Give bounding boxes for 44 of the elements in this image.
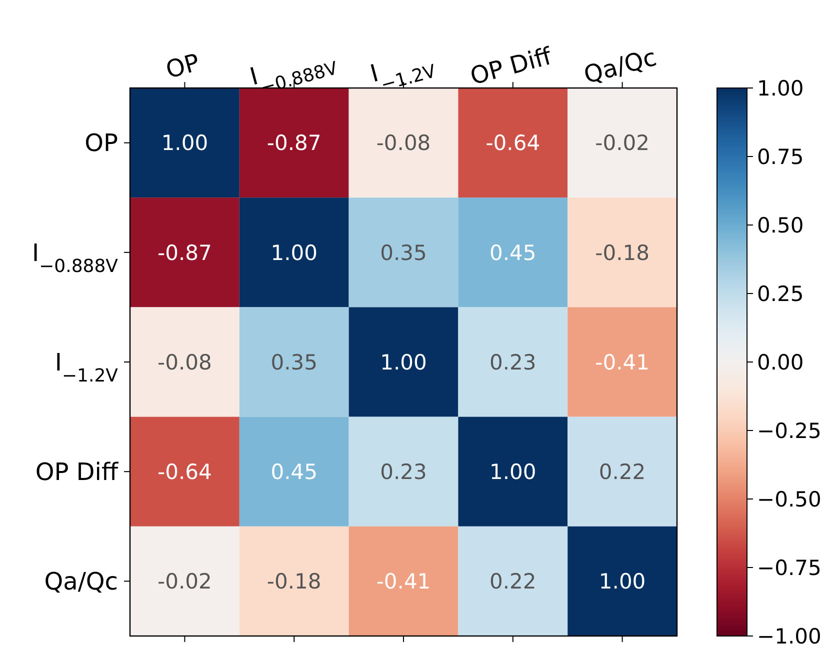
data-label: 0.23 <box>380 460 427 484</box>
y-tick-label: I$_{−1.2V}$ <box>54 348 119 386</box>
color-bar-label: −0.50 <box>757 487 822 512</box>
data-label: -0.08 <box>376 131 431 156</box>
data-label: -0.02 <box>158 570 212 594</box>
data-label: 0.45 <box>490 240 536 265</box>
y-tick-label: Qa/Qc <box>44 568 118 596</box>
data-label: 0.45 <box>270 460 318 484</box>
y-tick-label: OP Diff <box>35 458 118 486</box>
data-label: 1.00 <box>161 131 208 156</box>
data-label: -0.64 <box>486 131 540 156</box>
y-tick-label: OP <box>84 129 118 158</box>
data-label: 0.35 <box>270 350 318 374</box>
data-label: -0.41 <box>376 570 431 594</box>
x-tick-label: Qa/Qc <box>580 43 660 90</box>
data-label: 0.23 <box>490 350 536 374</box>
data-label: 0.22 <box>598 460 646 484</box>
x-tick-label: I$_{−0.888V}$ <box>246 57 340 98</box>
data-label: 0.35 <box>380 240 427 265</box>
data-label: -0.08 <box>158 350 212 374</box>
data-label: -0.64 <box>158 460 212 484</box>
color-bar-label: 1.00 <box>757 76 804 100</box>
x-tick-label: OP Diff <box>467 42 555 90</box>
data-label: -0.02 <box>595 131 650 156</box>
data-label: -0.87 <box>266 131 322 156</box>
y-tick-label: I$_{−0.888V}$ <box>32 238 119 276</box>
color-bar-label: −1.00 <box>757 624 822 647</box>
color-bar-label: −0.75 <box>757 556 822 580</box>
color-bar-label: −0.25 <box>757 418 822 443</box>
data-label: 1.00 <box>380 350 427 374</box>
data-label: -0.18 <box>266 570 322 594</box>
x-tick-label: I$_{−1.2V}$ <box>367 59 439 96</box>
data-label: -0.87 <box>158 240 212 265</box>
data-label: 1.00 <box>598 570 646 594</box>
color-bar-label: 0.25 <box>757 282 804 306</box>
x-tick-label: OP <box>162 48 202 84</box>
data-label: 1.00 <box>270 240 318 265</box>
color-bar-label: 0.75 <box>757 144 804 169</box>
data-label: 0.22 <box>490 570 536 594</box>
data-label: -0.18 <box>595 240 650 265</box>
color-bar-label: 0.00 <box>757 350 804 374</box>
data-label: 1.00 <box>490 460 536 484</box>
data-label: -0.41 <box>595 350 650 374</box>
color-bar-label: 0.50 <box>757 213 804 238</box>
